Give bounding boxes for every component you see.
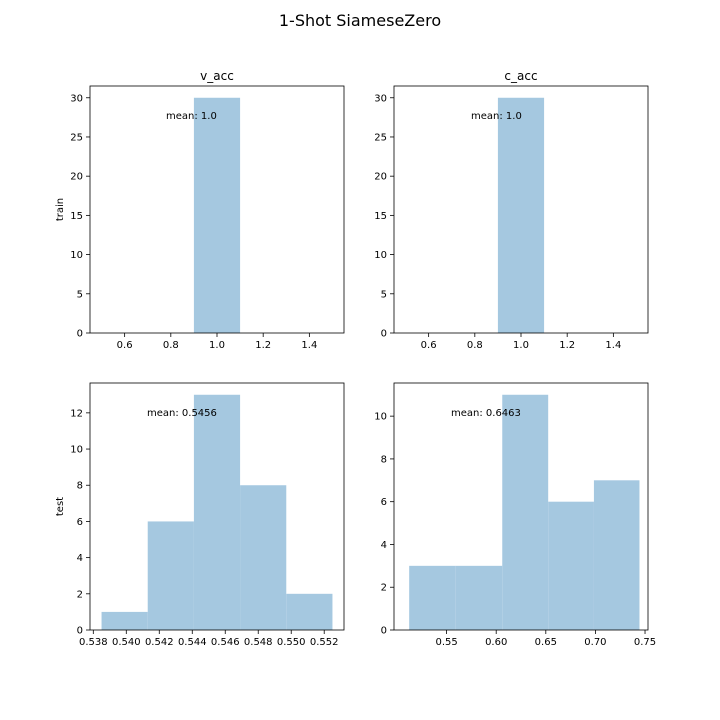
panel-title: c_acc [504,69,537,83]
y-tick-label: 2 [381,583,387,594]
x-tick-label: 1.0 [513,340,529,351]
x-tick-label: 0.55 [435,637,457,648]
histogram-bar [193,394,241,630]
x-tick-label: 0.544 [178,637,207,648]
x-tick-label: 0.542 [145,637,174,648]
y-tick-label: 4 [381,540,387,551]
y-tick-label: 20 [374,172,387,183]
y-tick-label: 5 [381,289,387,300]
y-axis-label: train [55,198,66,221]
x-tick-label: 0.546 [211,637,240,648]
histogram-bar [548,501,594,630]
y-tick-label: 8 [77,481,83,492]
x-tick-label: 1.0 [209,340,225,351]
x-tick-label: 0.75 [634,637,656,648]
panel-test-v-acc: 0.538 0.540 0.542 0.544 0.546 0.548 0.550 0.552… [55,382,345,648]
y-axis-label: test [55,497,66,516]
axes-frame [89,382,345,631]
histogram-bar [409,565,456,630]
y-tick-label: 5 [77,289,83,300]
y-tick-label: 10 [70,445,83,456]
x-tick-label: 0.540 [112,637,141,648]
histogram-bar [497,97,545,333]
histogram-bar [286,593,333,630]
x-tick-label: 0.548 [244,637,273,648]
y-tick-label: 30 [70,93,83,104]
x-tick-label: 0.8 [467,340,483,351]
mean-annotation: mean: 0.5456 [147,408,217,419]
y-tick-label: 8 [381,454,387,465]
x-tick-label: 0.60 [485,637,507,648]
x-tick-label: 0.8 [163,340,179,351]
histogram-bar [455,565,503,630]
mean-annotation: mean: 1.0 [166,111,217,122]
x-tick-label: 0.6 [421,340,437,351]
y-tick-label: 2 [77,589,83,600]
x-tick-label: 0.6 [117,340,133,351]
y-tick-label: 25 [374,132,387,143]
y-tick-label: 4 [77,553,83,564]
y-tick-label: 12 [70,408,83,419]
y-tick-label: 0 [381,626,387,637]
mean-annotation: mean: 1.0 [471,111,522,122]
x-tick-label: 1.4 [301,340,317,351]
mean-annotation: mean: 0.6463 [451,408,521,419]
panel-test-c-acc: 0.55 0.60 0.65 0.70 0.75 0 2 4 6 8 10 mean: 0.6463 [374,382,656,648]
y-tick-label: 10 [70,250,83,261]
y-tick-label: 25 [70,132,83,143]
x-tick-label: 0.65 [535,637,557,648]
y-tick-label: 6 [381,497,387,508]
y-tick-label: 6 [77,517,83,528]
y-tick-label: 0 [381,329,387,340]
histogram-bar [240,485,287,630]
figure-title: 1-Shot SiameseZero [279,11,441,30]
y-tick-label: 20 [70,172,83,183]
y-tick-label: 15 [374,211,387,222]
y-tick-label: 0 [77,626,83,637]
y-tick-label: 10 [374,250,387,261]
histogram-bar [502,394,549,630]
panel-title: v_acc [200,69,234,83]
x-tick-label: 1.2 [559,340,575,351]
x-tick-label: 1.2 [255,340,271,351]
y-tick-label: 15 [70,211,83,222]
x-tick-label: 0.550 [277,637,306,648]
panel-train-c-acc: 0.6 0.8 1.0 1.2 1.4 0 5 10 15 20 25 30 c_acc mean: 1.… [374,69,649,351]
y-tick-label: 30 [374,93,387,104]
histogram-bar [193,97,241,333]
y-tick-label: 0 [77,329,83,340]
x-tick-label: 0.70 [584,637,606,648]
histogram-bar [593,480,640,630]
x-tick-label: 0.538 [79,637,108,648]
y-tick-label: 10 [374,412,387,423]
axes-frame [393,382,649,631]
x-tick-label: 0.552 [310,637,339,648]
histogram-bar [101,611,148,630]
histogram-bar [147,521,194,630]
x-tick-label: 1.4 [605,340,621,351]
